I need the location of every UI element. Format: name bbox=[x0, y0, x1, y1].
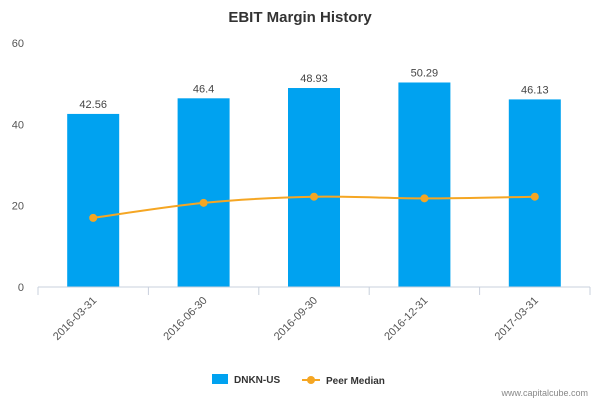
x-tick-label: 2016-03-31 bbox=[51, 295, 99, 343]
legend-label-dnkn: DNKN-US bbox=[234, 375, 280, 386]
legend-swatch-bar bbox=[212, 374, 228, 384]
legend-label-peer-median: Peer Median bbox=[326, 376, 385, 387]
bar-data-label: 46.13 bbox=[521, 84, 549, 96]
x-tick-label: 2016-06-30 bbox=[161, 295, 209, 343]
bar-data-label: 42.56 bbox=[79, 99, 107, 111]
y-tick-label: 60 bbox=[12, 38, 24, 50]
legend: DNKN-US Peer Median bbox=[212, 374, 385, 387]
y-axis: 0 20 40 60 bbox=[12, 38, 24, 294]
bar-data-label: 48.93 bbox=[300, 73, 328, 85]
bar-data-labels: 42.56 46.4 48.93 50.29 46.13 bbox=[79, 67, 548, 110]
peer-median-point[interactable] bbox=[199, 198, 208, 207]
bar-data-label: 46.4 bbox=[193, 83, 214, 95]
x-tick-label: 2016-12-31 bbox=[382, 295, 430, 343]
y-tick-label: 40 bbox=[12, 119, 24, 131]
peer-median-point[interactable] bbox=[310, 192, 318, 201]
bar[interactable] bbox=[398, 82, 451, 287]
x-axis: 2016-03-31 2016-06-30 2016-09-30 2016-12-31… bbox=[37, 287, 591, 343]
y-tick-label: 20 bbox=[12, 201, 24, 213]
bar[interactable] bbox=[288, 88, 340, 287]
peer-median-point[interactable] bbox=[420, 194, 429, 203]
legend-item-dnkn[interactable]: DNKN-US bbox=[212, 374, 280, 386]
peer-median-point[interactable] bbox=[89, 213, 98, 222]
bar-data-label: 50.29 bbox=[411, 67, 439, 79]
legend-item-peer-median[interactable]: Peer Median bbox=[302, 376, 385, 387]
credit-text[interactable]: www.capitalcube.com bbox=[500, 388, 588, 398]
y-tick-label: 0 bbox=[18, 282, 24, 294]
peer-median-line bbox=[89, 192, 539, 222]
bar-series bbox=[67, 82, 561, 287]
x-tick-label: 2016-09-30 bbox=[272, 295, 320, 343]
x-tick-label: 2017-03-31 bbox=[493, 295, 541, 343]
bar[interactable] bbox=[67, 113, 120, 287]
chart-title: EBIT Margin History bbox=[228, 9, 372, 26]
peer-median-point[interactable] bbox=[530, 192, 539, 201]
bar[interactable] bbox=[177, 98, 230, 287]
legend-swatch-marker bbox=[307, 376, 315, 384]
